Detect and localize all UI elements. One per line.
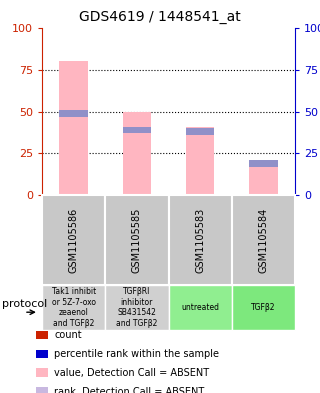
Bar xyxy=(123,127,151,133)
Text: GSM1105584: GSM1105584 xyxy=(258,208,268,273)
Text: GSM1105585: GSM1105585 xyxy=(132,208,142,273)
Text: untreated: untreated xyxy=(181,303,219,312)
Text: protocol: protocol xyxy=(2,299,47,309)
Bar xyxy=(186,127,214,195)
Text: percentile rank within the sample: percentile rank within the sample xyxy=(54,349,219,359)
Bar xyxy=(123,112,151,195)
Bar xyxy=(60,110,88,116)
Bar xyxy=(249,160,278,167)
Text: GSM1105586: GSM1105586 xyxy=(68,208,79,273)
Text: TGFβRI
inhibitor
SB431542
and TGFβ2: TGFβRI inhibitor SB431542 and TGFβ2 xyxy=(116,287,157,328)
Text: Tak1 inhibit
or 5Z-7-oxo
zeaenol
and TGFβ2: Tak1 inhibit or 5Z-7-oxo zeaenol and TGF… xyxy=(52,287,96,328)
Text: rank, Detection Call = ABSENT: rank, Detection Call = ABSENT xyxy=(54,387,204,393)
Bar xyxy=(60,61,88,195)
Text: value, Detection Call = ABSENT: value, Detection Call = ABSENT xyxy=(54,368,209,378)
Bar xyxy=(249,165,278,195)
Text: GSM1105583: GSM1105583 xyxy=(195,208,205,273)
Text: GDS4619 / 1448541_at: GDS4619 / 1448541_at xyxy=(79,10,241,24)
Text: count: count xyxy=(54,330,82,340)
Text: TGFβ2: TGFβ2 xyxy=(251,303,276,312)
Bar xyxy=(186,128,214,135)
